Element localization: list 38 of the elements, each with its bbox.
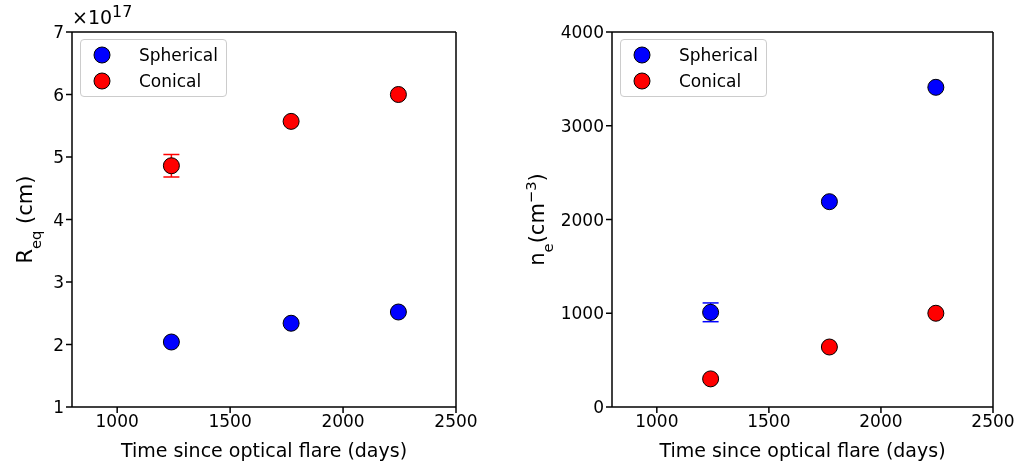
y-tick-label: 0 [593,397,604,418]
x-tick-label: 1000 [95,411,139,432]
point [702,370,720,388]
x-axis-title: Time since optical flare (days) [119,439,408,461]
x-tick-label: 2000 [859,411,903,432]
legend-label: Spherical [139,44,219,67]
legend-label: Conical [139,70,202,93]
y-tick-label: 2 [53,334,64,355]
point [389,303,407,321]
y-tick-label: 2000 [560,209,604,230]
point [927,78,945,96]
x-tick-label: 2500 [971,411,1015,432]
x-tick-label: 1500 [747,411,791,432]
legend-label: Spherical [679,44,759,67]
point [389,86,407,103]
text: ×10$^{17}$ [72,2,133,29]
y-tick-label: 7 [53,22,64,43]
point [162,157,180,175]
y-tick-label: 1 [53,397,64,418]
y-tick-label: 3000 [560,115,604,136]
y-tick-label: 3 [53,272,64,293]
point [282,112,300,130]
point [820,338,838,356]
x-tick-label: 1000 [635,411,679,432]
y-tick-label: 6 [53,84,64,105]
x-tick-label: 2000 [321,411,365,432]
point [820,193,838,211]
legend-label: Conical [679,70,742,93]
y-tick-label: 4000 [560,22,604,43]
x-tick-label: 1500 [208,411,252,432]
x-tick-label: 2500 [434,411,478,432]
point [282,314,300,332]
point [162,333,180,351]
x-axis-title: Time since optical flare (days) [658,439,946,461]
y-tick-label: 4 [53,209,64,230]
y-tick-label: 5 [53,147,64,168]
y-tick-label: 1000 [560,303,604,324]
point [927,304,945,322]
